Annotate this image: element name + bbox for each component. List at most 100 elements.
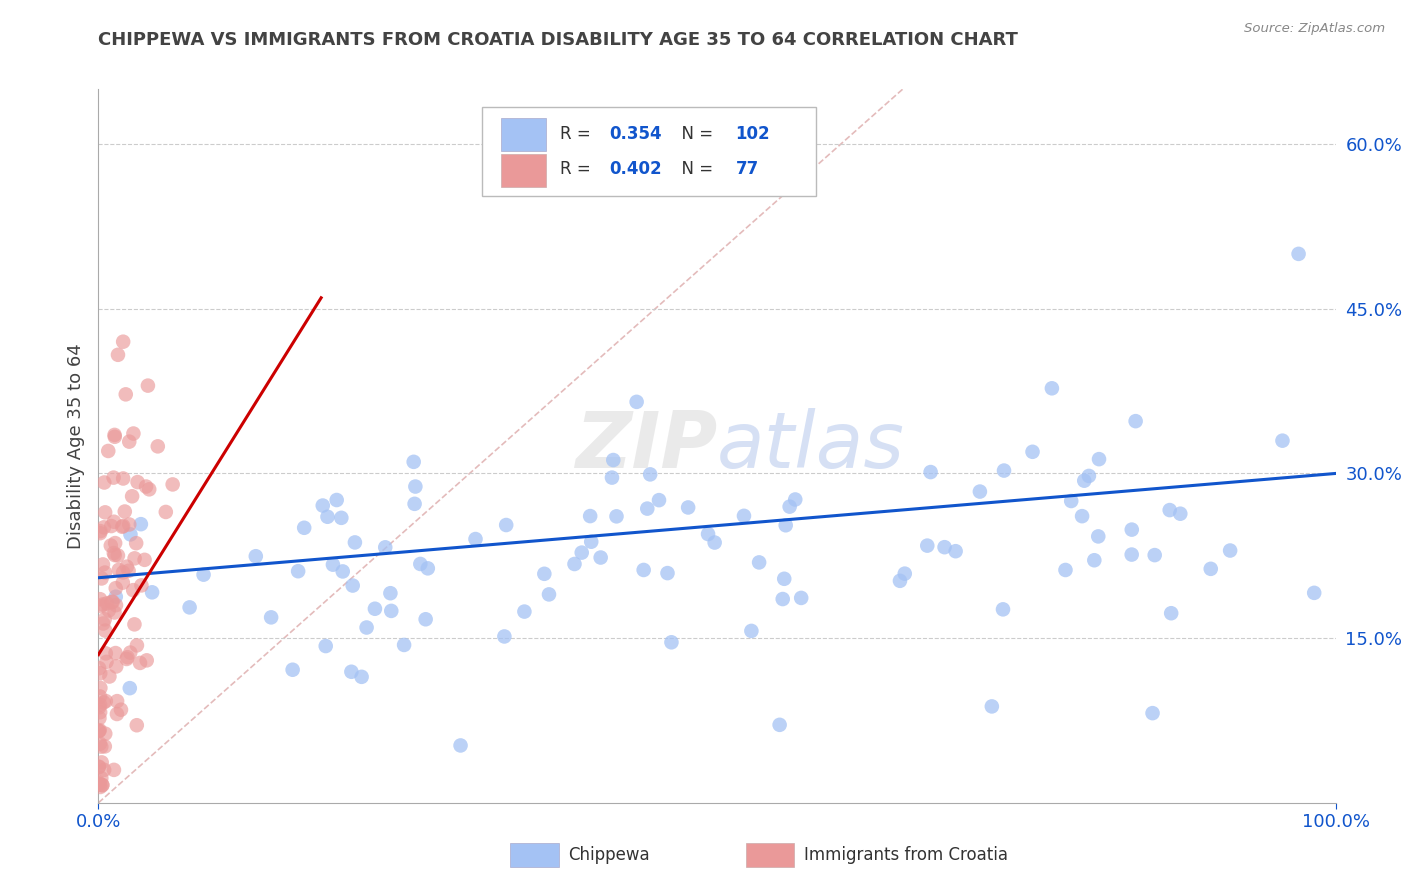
Point: [416, 561, 439, 575]
Point: [112, 566, 135, 580]
Point: [120, 646, 142, 660]
Point: [118, 681, 141, 695]
FancyBboxPatch shape: [745, 843, 794, 867]
Point: [146, 439, 169, 453]
Point: [579, 509, 602, 524]
Point: [1083, 553, 1105, 567]
Point: [1199, 562, 1222, 576]
Point: [260, 610, 283, 624]
Point: [464, 532, 486, 546]
Point: [325, 493, 347, 508]
Point: [124, 617, 146, 632]
Point: [100, 519, 122, 533]
Point: [138, 483, 160, 497]
Point: [748, 556, 770, 570]
Point: [893, 566, 915, 581]
Point: [1073, 474, 1095, 488]
Point: [155, 505, 177, 519]
Point: [245, 549, 267, 564]
Point: [89, 698, 111, 712]
Point: [97, 444, 120, 458]
Text: R =: R =: [560, 125, 596, 143]
Point: [87, 776, 110, 790]
Point: [281, 663, 304, 677]
Text: 102: 102: [735, 125, 770, 143]
Point: [703, 535, 725, 549]
Point: [571, 546, 593, 560]
Point: [513, 605, 536, 619]
Point: [380, 586, 402, 600]
Point: [103, 763, 125, 777]
Text: Immigrants from Croatia: Immigrants from Croatia: [804, 846, 1008, 863]
Point: [332, 565, 354, 579]
Point: [101, 595, 124, 609]
Point: [89, 723, 111, 738]
Point: [90, 571, 112, 585]
Point: [89, 690, 111, 704]
Point: [91, 558, 114, 572]
Point: [118, 517, 141, 532]
Point: [287, 564, 309, 578]
Point: [125, 536, 148, 550]
Point: [135, 653, 157, 667]
Point: [89, 526, 111, 541]
Point: [600, 470, 623, 484]
Point: [1054, 563, 1077, 577]
Point: [91, 778, 114, 792]
Point: [93, 520, 115, 534]
Point: [87, 724, 110, 739]
Text: R =: R =: [560, 161, 596, 178]
Point: [1142, 706, 1164, 720]
Point: [1121, 523, 1143, 537]
Point: [1088, 452, 1111, 467]
Point: [356, 620, 378, 634]
Point: [89, 778, 111, 792]
Point: [785, 492, 807, 507]
Point: [104, 430, 127, 444]
Point: [564, 557, 586, 571]
Point: [115, 652, 138, 666]
Point: [676, 500, 699, 515]
Point: [97, 603, 120, 617]
FancyBboxPatch shape: [482, 107, 815, 196]
Point: [136, 378, 159, 392]
Point: [104, 581, 127, 595]
Point: [115, 559, 138, 574]
Point: [89, 666, 111, 681]
Point: [1060, 494, 1083, 508]
Point: [312, 499, 335, 513]
Point: [292, 521, 315, 535]
Point: [790, 591, 813, 605]
Point: [105, 659, 128, 673]
Point: [104, 646, 127, 660]
Text: Source: ZipAtlas.com: Source: ZipAtlas.com: [1244, 22, 1385, 36]
Point: [179, 600, 201, 615]
Point: [494, 630, 516, 644]
Point: [94, 727, 117, 741]
Point: [1159, 503, 1181, 517]
Point: [1077, 469, 1099, 483]
Point: [90, 756, 112, 770]
Point: [93, 763, 115, 777]
Point: [91, 616, 114, 631]
Point: [993, 464, 1015, 478]
Point: [1143, 548, 1166, 562]
Point: [364, 601, 387, 615]
Point: [131, 578, 153, 592]
Point: [120, 527, 142, 541]
Point: [404, 479, 426, 493]
Point: [107, 563, 129, 577]
Text: 77: 77: [735, 161, 759, 178]
Point: [122, 426, 145, 441]
Point: [533, 566, 555, 581]
Point: [91, 778, 114, 792]
Point: [111, 575, 134, 590]
Point: [89, 737, 111, 751]
Point: [731, 137, 754, 152]
Point: [917, 539, 939, 553]
Point: [93, 612, 115, 626]
Point: [697, 527, 720, 541]
Point: [94, 646, 117, 660]
Point: [90, 599, 112, 613]
Point: [111, 520, 134, 534]
